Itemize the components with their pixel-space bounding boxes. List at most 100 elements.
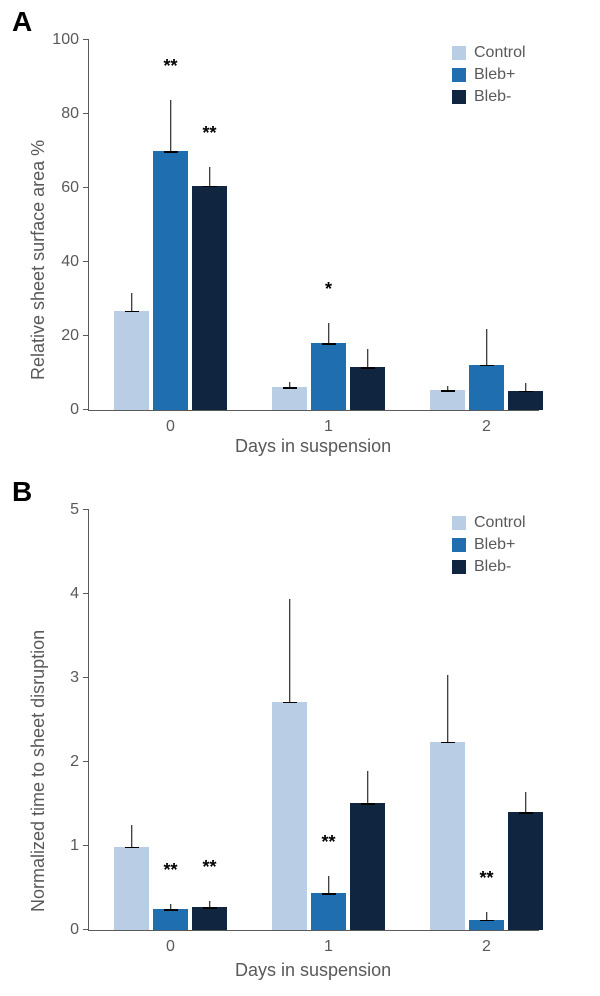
y-tick-label: 60 — [61, 179, 89, 197]
legend-swatch — [452, 46, 466, 60]
panel-b-ylabel: Normalized time to sheet disruption — [28, 630, 49, 912]
bar-bleb: ** — [469, 920, 504, 930]
error-bar — [525, 792, 527, 812]
y-tick-label: 40 — [61, 253, 89, 271]
error-bar — [209, 167, 211, 186]
bar-bleb: ** — [153, 909, 188, 930]
legend-swatch — [452, 90, 466, 104]
y-tick-label: 3 — [70, 669, 89, 687]
error-cap — [480, 920, 494, 922]
y-tick-label: 5 — [70, 501, 89, 519]
panel-a-label: A — [12, 6, 32, 38]
legend-item: Bleb+ — [452, 536, 526, 554]
error-cap — [203, 186, 217, 188]
y-tick-label: 1 — [70, 837, 89, 855]
x-tick-label: 2 — [482, 930, 491, 956]
panel-b-xlabel: Days in suspension — [235, 960, 391, 981]
x-tick-label: 1 — [324, 410, 333, 436]
error-cap — [441, 742, 455, 744]
bar-bleb: ** — [311, 893, 346, 930]
error-bar — [525, 383, 527, 391]
bar-bleb — [508, 812, 543, 930]
bar-bleb — [508, 391, 543, 410]
legend-label: Control — [474, 44, 526, 62]
legend-label: Bleb- — [474, 558, 511, 576]
error-cap — [322, 343, 336, 345]
bar-control — [272, 387, 307, 410]
panel-b: B 0123450****1**2** Normalized time to s… — [0, 470, 600, 996]
error-cap — [125, 847, 139, 849]
significance-marker: ** — [153, 860, 188, 881]
panel-a-xlabel: Days in suspension — [235, 436, 391, 457]
error-bar — [367, 349, 369, 367]
panel-a-legend: Control Bleb+ Bleb- — [452, 44, 526, 110]
y-tick-label: 2 — [70, 753, 89, 771]
error-cap — [283, 387, 297, 389]
error-cap — [125, 311, 139, 313]
error-bar — [367, 771, 369, 803]
legend-item: Bleb- — [452, 558, 526, 576]
error-cap — [519, 391, 533, 393]
bar-bleb: ** — [192, 186, 227, 410]
x-tick-label: 1 — [324, 930, 333, 956]
bar-bleb — [350, 803, 385, 930]
error-cap — [480, 365, 494, 367]
y-tick-label: 80 — [61, 105, 89, 123]
bar-control — [272, 702, 307, 930]
panel-b-legend: Control Bleb+ Bleb- — [452, 514, 526, 580]
error-cap — [203, 907, 217, 909]
bar-bleb — [469, 365, 504, 410]
legend-item: Control — [452, 514, 526, 532]
bar-bleb: ** — [153, 151, 188, 410]
legend-swatch — [452, 538, 466, 552]
y-tick-label: 20 — [61, 327, 89, 345]
error-bar — [170, 100, 172, 151]
error-bar — [289, 599, 291, 701]
y-tick-label: 100 — [52, 31, 89, 49]
x-tick-label: 2 — [482, 410, 491, 436]
error-cap — [283, 702, 297, 704]
error-cap — [441, 390, 455, 392]
panel-b-label: B — [12, 476, 32, 508]
panel-a: A 0204060801000****1*2 Relative sheet su… — [0, 0, 600, 470]
bar-bleb — [350, 367, 385, 410]
legend-item: Control — [452, 44, 526, 62]
bar-control — [430, 742, 465, 930]
error-bar — [486, 329, 488, 365]
significance-marker: ** — [192, 123, 227, 144]
figure: A 0204060801000****1*2 Relative sheet su… — [0, 0, 600, 996]
error-bar — [131, 293, 133, 311]
error-cap — [519, 812, 533, 814]
significance-marker: ** — [153, 56, 188, 77]
significance-marker: ** — [311, 832, 346, 853]
significance-marker: ** — [192, 857, 227, 878]
x-tick-label: 0 — [166, 930, 175, 956]
bar-bleb: ** — [192, 907, 227, 930]
significance-marker: ** — [469, 868, 504, 889]
legend-swatch — [452, 560, 466, 574]
error-bar — [486, 912, 488, 920]
error-cap — [361, 803, 375, 805]
legend-label: Bleb+ — [474, 66, 515, 84]
legend-label: Control — [474, 514, 526, 532]
error-cap — [322, 893, 336, 895]
error-cap — [164, 909, 178, 911]
error-cap — [361, 367, 375, 369]
legend-item: Bleb+ — [452, 66, 526, 84]
error-bar — [447, 675, 449, 741]
bar-control — [114, 311, 149, 410]
bar-bleb: * — [311, 343, 346, 410]
panel-a-ylabel: Relative sheet surface area % — [28, 140, 49, 380]
legend-swatch — [452, 516, 466, 530]
y-tick-label: 0 — [70, 401, 89, 419]
error-cap — [164, 151, 178, 153]
y-tick-label: 4 — [70, 585, 89, 603]
legend-label: Bleb- — [474, 88, 511, 106]
bar-control — [430, 390, 465, 410]
error-bar — [328, 323, 330, 343]
legend-label: Bleb+ — [474, 536, 515, 554]
bar-control — [114, 847, 149, 930]
significance-marker: * — [311, 279, 346, 300]
y-tick-label: 0 — [70, 921, 89, 939]
legend-item: Bleb- — [452, 88, 526, 106]
